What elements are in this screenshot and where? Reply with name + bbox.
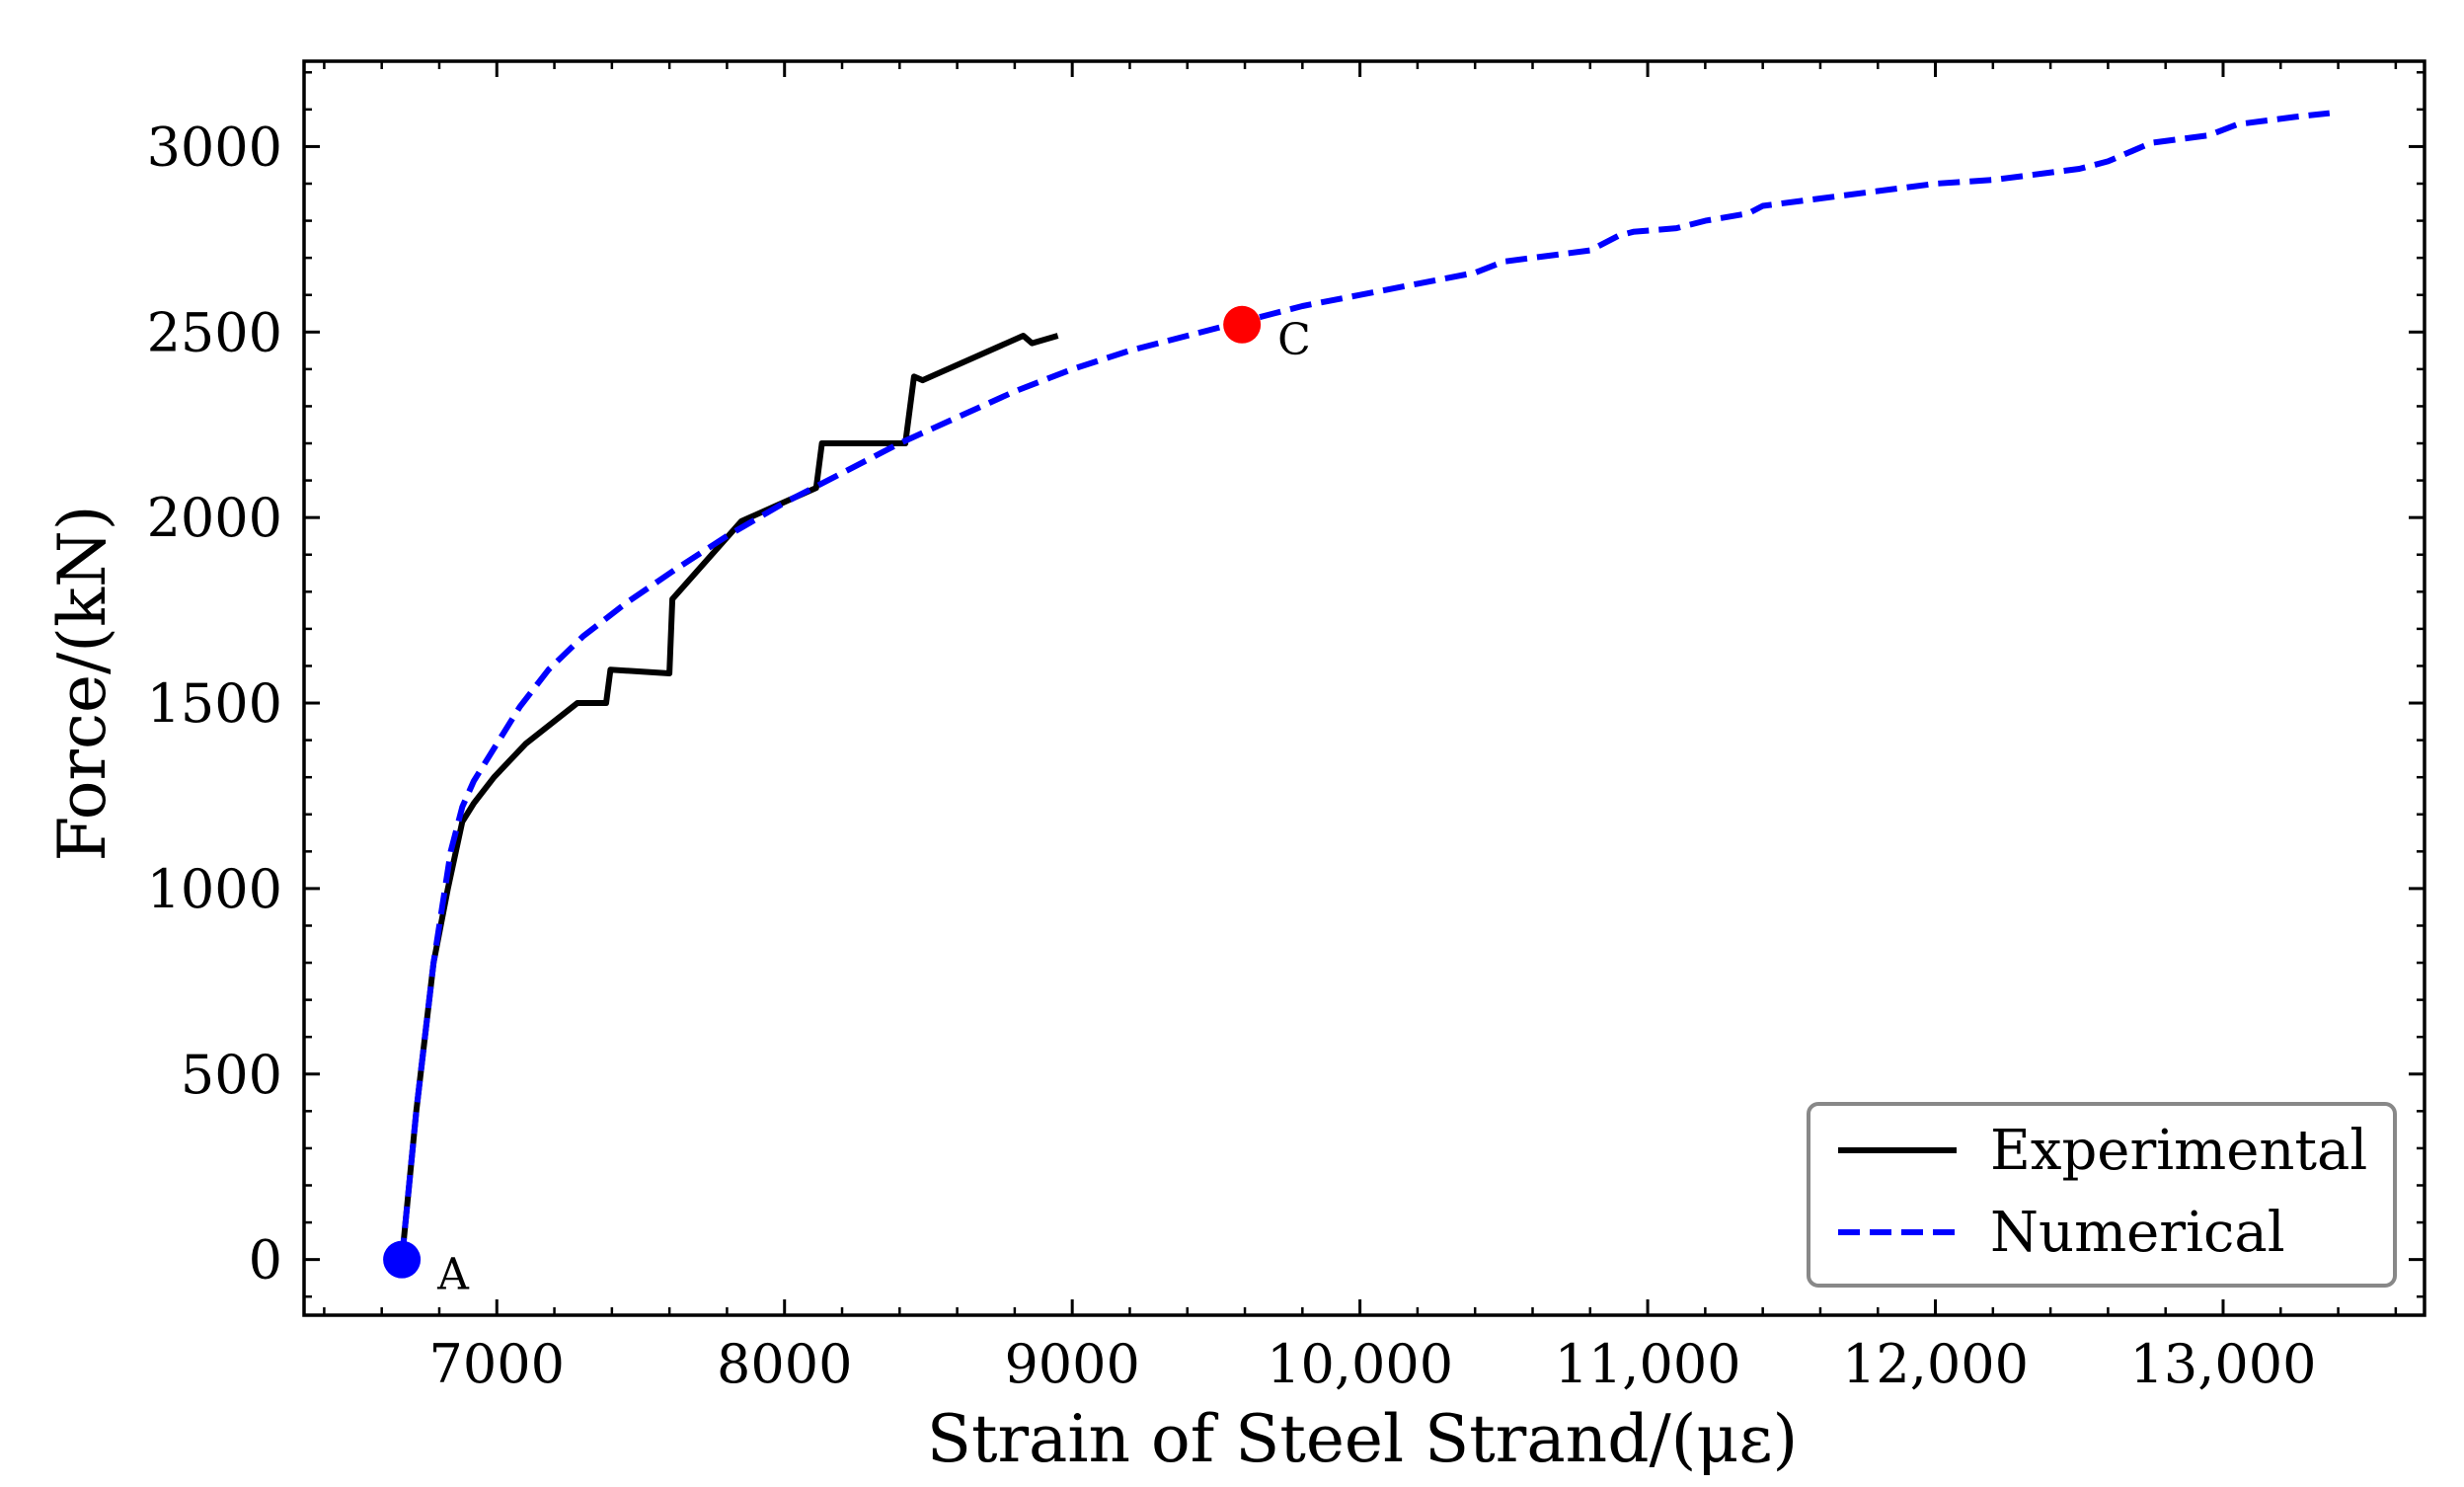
y-tick-label: 3000 bbox=[147, 116, 282, 178]
legend-label-experimental: Experimental bbox=[1990, 1119, 2367, 1183]
axes-frame bbox=[302, 59, 2426, 1317]
y-tick-label: 0 bbox=[249, 1229, 282, 1291]
x-tick-label: 9000 bbox=[1004, 1333, 1139, 1395]
y-tick-label: 2500 bbox=[147, 301, 282, 363]
y-axis-ticks: 0 500 1000 1500 2000 2500 3000 bbox=[147, 71, 2425, 1298]
x-tick-label: 10,000 bbox=[1267, 1333, 1453, 1395]
point-label-a: A bbox=[436, 1250, 470, 1300]
point-label-c: C bbox=[1277, 315, 1311, 365]
plot-layer: AC bbox=[383, 110, 2331, 1300]
y-tick-label: 1500 bbox=[147, 672, 282, 735]
x-axis-label: Strain of Steel Strand/(με) bbox=[927, 1401, 1799, 1477]
series-line-experimental bbox=[399, 333, 1059, 1260]
x-tick-label: 13,000 bbox=[2130, 1333, 2317, 1395]
point-marker-a bbox=[383, 1240, 422, 1279]
point-marker-c bbox=[1223, 305, 1262, 344]
legend: Experimental Numerical bbox=[1807, 1102, 2397, 1288]
x-tick-label: 7000 bbox=[429, 1333, 565, 1395]
y-axis-label: Force/(kN) bbox=[44, 506, 120, 862]
x-tick-label: 11,000 bbox=[1555, 1333, 1741, 1395]
x-tick-label: 8000 bbox=[717, 1333, 852, 1395]
x-axis-ticks: 7000 8000 9000 10,000 11,000 12,000 13,000 bbox=[323, 61, 2398, 1395]
y-tick-label: 1000 bbox=[147, 858, 282, 920]
series-line-numerical bbox=[399, 110, 2331, 1260]
y-tick-label: 500 bbox=[181, 1044, 282, 1106]
legend-label-numerical: Numerical bbox=[1990, 1201, 2285, 1265]
x-tick-label: 12,000 bbox=[1842, 1333, 2029, 1395]
y-tick-label: 2000 bbox=[147, 487, 282, 549]
